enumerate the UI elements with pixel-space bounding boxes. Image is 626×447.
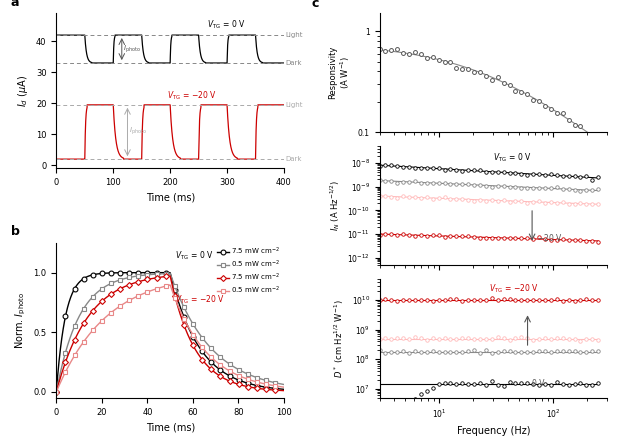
X-axis label: Time (ms): Time (ms)	[145, 422, 195, 432]
Text: $I_{\rm photo}$: $I_{\rm photo}$	[123, 43, 141, 55]
Y-axis label: $I_N$ (A Hz$^{-1/2}$): $I_N$ (A Hz$^{-1/2}$)	[327, 180, 342, 231]
Text: Light: Light	[285, 102, 303, 108]
Text: $V_{\rm TG}$ = $-$20 V: $V_{\rm TG}$ = $-$20 V	[175, 293, 225, 306]
Text: $V_{\rm TG}$ = $-$20 V: $V_{\rm TG}$ = $-$20 V	[167, 90, 217, 102]
Legend: 7.5 mW cm$^{-2}$, 0.5 mW cm$^{-2}$, 7.5 mW cm$^{-2}$, 0.5 mW cm$^{-2}$: 7.5 mW cm$^{-2}$, 0.5 mW cm$^{-2}$, 7.5 …	[214, 243, 283, 299]
Y-axis label: Responsivity
(A W$^{-1}$): Responsivity (A W$^{-1}$)	[328, 46, 352, 99]
Y-axis label: $I_d$ ($\mu$A): $I_d$ ($\mu$A)	[16, 75, 31, 107]
Text: $V_{\rm TG}$ = $-$20 V: $V_{\rm TG}$ = $-$20 V	[489, 282, 538, 295]
Text: Light: Light	[285, 32, 303, 38]
Text: $-$20 V: $-$20 V	[536, 232, 562, 243]
Y-axis label: Norm. $I_{\rm photo}$: Norm. $I_{\rm photo}$	[14, 292, 28, 349]
Text: $V_{\rm TG}$ = 0 V: $V_{\rm TG}$ = 0 V	[207, 18, 245, 31]
Text: Dark: Dark	[285, 156, 302, 162]
Text: Dark: Dark	[285, 60, 302, 66]
Text: 0 V: 0 V	[532, 379, 545, 388]
Text: b: b	[11, 225, 19, 238]
Text: a: a	[11, 0, 19, 8]
Text: $V_{\rm TG}$ = 0 V: $V_{\rm TG}$ = 0 V	[175, 249, 213, 262]
Text: $V_{\rm TG}$ = 0 V: $V_{\rm TG}$ = 0 V	[493, 152, 532, 164]
Text: c: c	[311, 0, 319, 10]
Text: $I_{\rm photo}$: $I_{\rm photo}$	[129, 126, 147, 137]
X-axis label: Frequency (Hz): Frequency (Hz)	[456, 426, 530, 435]
X-axis label: Time (ms): Time (ms)	[145, 193, 195, 202]
Y-axis label: $D^*$ (cm Hz$^{1/2}$ W$^{-1}$): $D^*$ (cm Hz$^{1/2}$ W$^{-1}$)	[332, 299, 346, 378]
